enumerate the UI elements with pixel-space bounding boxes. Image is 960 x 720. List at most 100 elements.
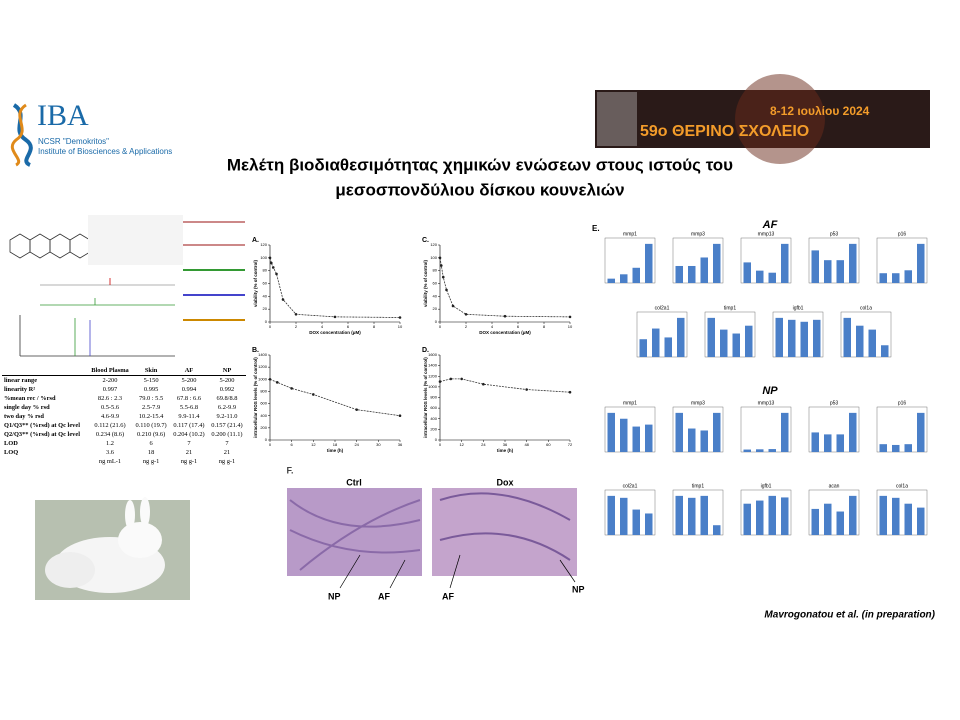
- chart-frame: [740, 489, 792, 536]
- bar: [688, 497, 696, 535]
- chart-title: p16: [898, 231, 907, 237]
- line: [439, 378, 571, 393]
- title: μεσοσπονδύλιου δίσκου κουνελιών: [335, 180, 624, 199]
- chart-frame: [672, 489, 724, 536]
- point: [568, 315, 572, 319]
- table-cell: LOD: [4, 440, 18, 447]
- image-annotation: AF: [378, 591, 390, 601]
- x-tick-label: 2: [295, 324, 298, 329]
- bar: [664, 337, 672, 357]
- table-cell: 3.6: [106, 449, 114, 456]
- x-tick-label: 10: [398, 324, 403, 329]
- x-tick-label: 0: [269, 442, 272, 447]
- bar: [917, 243, 925, 283]
- table-row: linearity R² 0.997 0.995 0.994 0.992: [2, 385, 246, 394]
- image-annotation: NP: [572, 584, 585, 594]
- bar: [788, 319, 796, 357]
- x-tick-label: 72: [568, 442, 573, 447]
- table-cell: [2, 457, 88, 466]
- y-tick-label: 400: [430, 416, 437, 421]
- chart-title: timp1: [724, 305, 736, 311]
- point: [294, 313, 298, 316]
- point: [271, 266, 275, 269]
- image-label: Ctrl: [346, 477, 362, 487]
- point: [355, 408, 358, 411]
- bar: [768, 272, 776, 283]
- x-tick-label: 8: [543, 324, 546, 329]
- header-cell: Skin: [132, 366, 170, 376]
- chart-title: timp1: [692, 483, 704, 489]
- table-cell: 4.6-9.9: [100, 413, 120, 420]
- table-row: linear range 2-200 5-150 5-200 5-200: [2, 376, 246, 386]
- panel-label: C.: [422, 237, 429, 244]
- table-cell: ng g-1: [218, 458, 236, 465]
- y-tick-label: 600: [260, 401, 267, 406]
- chart-frame: [808, 406, 860, 453]
- header-cell: Blood Plasma: [87, 366, 133, 376]
- x-axis-label: DOX concentration (μM): [309, 330, 361, 335]
- panel-label: E.: [592, 224, 600, 233]
- chart-frame: [840, 311, 892, 358]
- table-cell: single day % rsd: [4, 404, 50, 411]
- bar: [813, 319, 821, 357]
- panel-label: F.: [286, 465, 293, 475]
- x-tick-label: 10: [568, 324, 573, 329]
- x-tick-label: 2: [465, 324, 468, 329]
- chart-frame: [604, 489, 656, 536]
- bar: [756, 500, 764, 535]
- y-tick-label: 1000: [428, 384, 438, 389]
- bar: [688, 265, 696, 283]
- table-row: Q2/Q3** (%rsd) at Qc level 0.234 (8.6) 0.2…: [2, 430, 246, 439]
- chart-frame: [740, 237, 792, 284]
- bar: [620, 274, 628, 283]
- table-cell: 0.995: [143, 386, 159, 393]
- y-tick-label: 40: [433, 293, 438, 298]
- bar: [824, 434, 832, 452]
- table-cell: 0.234 (8.6): [95, 431, 125, 438]
- x-tick-label: 24: [481, 442, 486, 447]
- point: [451, 304, 455, 308]
- y-tick-label: 120: [430, 242, 437, 247]
- point: [270, 261, 273, 265]
- chart-frame: [604, 406, 656, 453]
- point: [482, 382, 485, 386]
- y-tick-label: 1200: [258, 364, 268, 369]
- point: [281, 298, 285, 301]
- table-cell: linear range: [4, 377, 38, 384]
- table-cell: 69.8/8.8: [216, 395, 238, 402]
- table-header: Blood Plasma Skin AF NP: [2, 366, 246, 376]
- bar: [720, 329, 728, 357]
- bar: [645, 424, 653, 452]
- table-cell: 21: [185, 449, 193, 456]
- logo-name: IBA: [37, 99, 89, 132]
- bar: [607, 278, 615, 283]
- bar: [917, 507, 925, 535]
- y-axis-label: viability (% of control): [423, 260, 428, 308]
- chart-title: col2a1: [655, 305, 670, 311]
- x-axis-label: time (h): [497, 448, 514, 453]
- bar: [700, 495, 708, 535]
- bar: [707, 317, 715, 357]
- y-tick-label: 1400: [258, 352, 268, 357]
- table-row: Q1/Q3** (%rsd) at Qc level 0.112 (21.6) 0.…: [2, 421, 246, 430]
- banner-dates: 8-12 ιουλίου 2024: [770, 104, 870, 118]
- bar: [620, 418, 628, 452]
- bar: [768, 449, 776, 452]
- header-cell: AF: [169, 366, 208, 376]
- table-cell: 0.994: [181, 386, 197, 393]
- point: [445, 288, 448, 292]
- table: Blood Plasma Skin AF NP linear range 2-200 5-1…: [2, 366, 246, 466]
- table-row: %mean rec / %rsd 82.6 : 2.3 79.0 : 5.5 67.8…: [2, 394, 246, 403]
- table-cell: 5-150: [143, 377, 159, 384]
- y-tick-label: 100: [430, 255, 437, 260]
- table-cell: two day % rsd: [4, 413, 44, 420]
- chart-title: mmp13: [758, 231, 775, 237]
- table-cell: 0.992: [219, 386, 235, 393]
- line: [439, 257, 571, 318]
- banner-school: 59ο ΘΕΡΙΝΟ ΣΧΟΛΕΙΟ: [640, 123, 809, 140]
- x-tick-label: 8: [373, 324, 376, 329]
- y-tick-label: 600: [430, 405, 437, 410]
- table-cell: 0.200 (11.1): [211, 431, 243, 438]
- bar: [745, 325, 753, 357]
